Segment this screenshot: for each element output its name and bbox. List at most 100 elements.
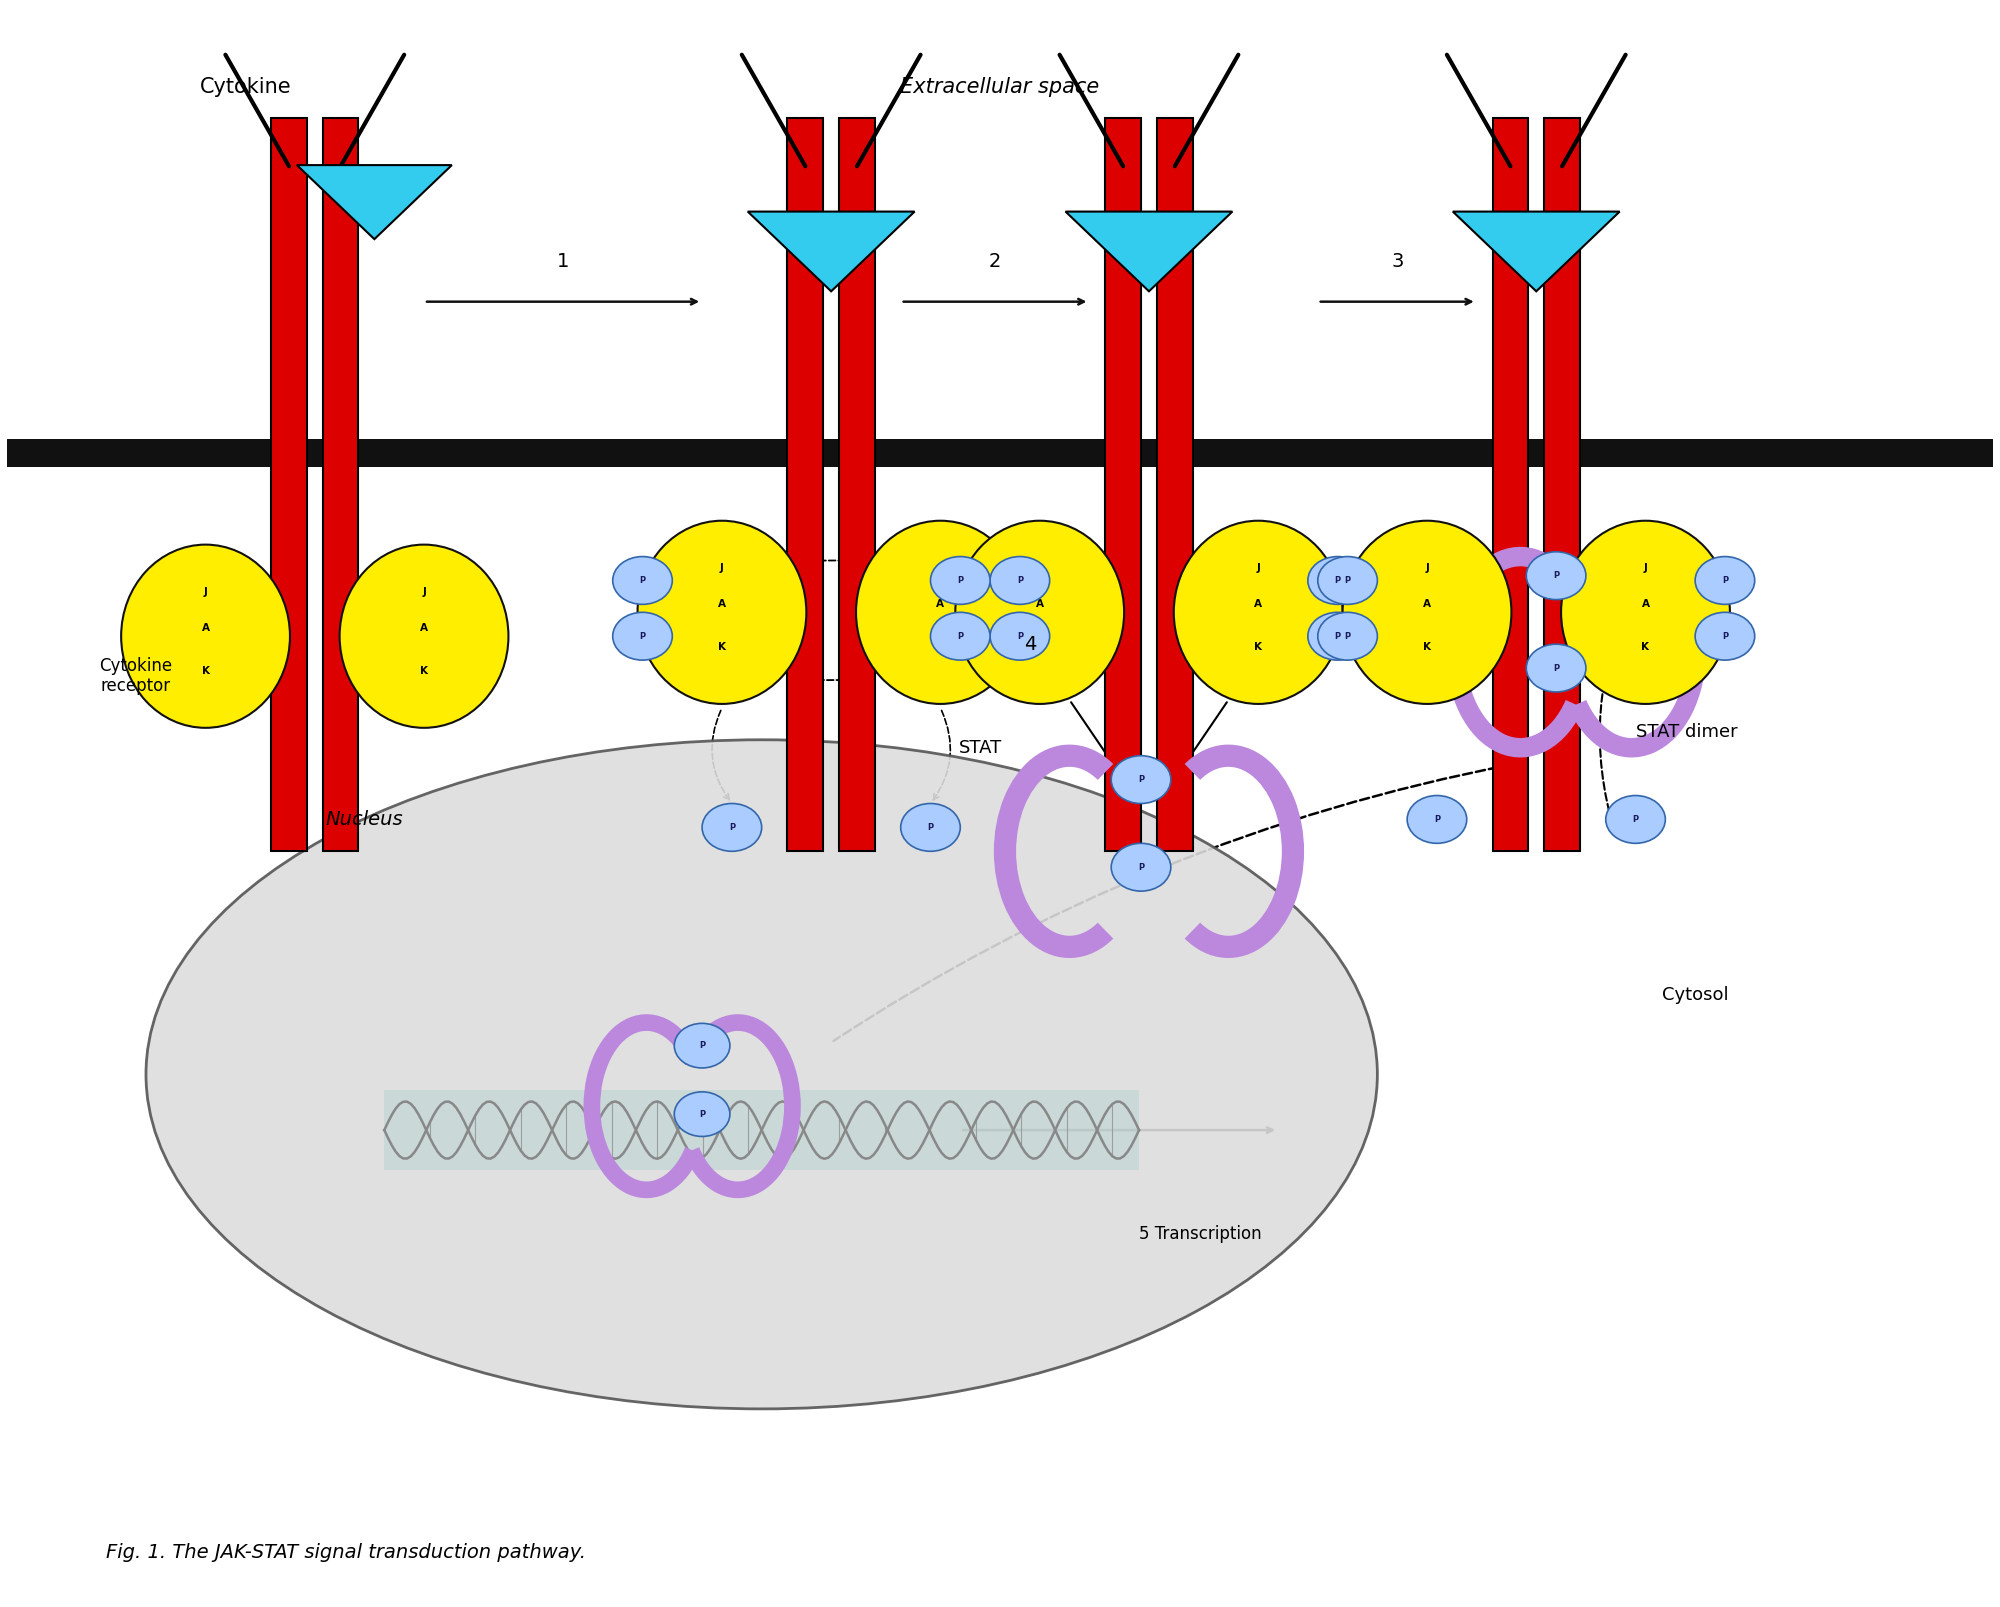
Text: P: P (1722, 575, 1728, 585)
Polygon shape (1066, 212, 1232, 291)
Text: J: J (720, 562, 724, 572)
Polygon shape (296, 166, 452, 239)
Text: P: P (1434, 815, 1440, 824)
Circle shape (612, 556, 672, 604)
Bar (840, 119, 874, 852)
Text: J: J (938, 562, 942, 572)
Text: A: A (420, 624, 428, 633)
Text: P: P (1138, 863, 1144, 871)
Text: Nucleus: Nucleus (326, 810, 404, 829)
Text: A: A (1036, 599, 1044, 609)
Text: P: P (1632, 815, 1638, 824)
Text: 2: 2 (988, 252, 1002, 272)
Text: J: J (1426, 562, 1428, 572)
Text: Cytokine
receptor: Cytokine receptor (100, 657, 172, 696)
Text: A: A (1254, 599, 1262, 609)
Text: A: A (202, 624, 210, 633)
Circle shape (1308, 612, 1368, 660)
Text: J: J (204, 587, 208, 596)
Polygon shape (748, 212, 914, 291)
Circle shape (1606, 795, 1666, 844)
Text: P: P (1554, 664, 1560, 673)
Text: K: K (1254, 643, 1262, 652)
Text: J: J (422, 587, 426, 596)
Text: J: J (1038, 562, 1042, 572)
Text: Extracellular space: Extracellular space (900, 77, 1100, 96)
Text: P: P (640, 575, 646, 585)
Text: P: P (1334, 632, 1340, 641)
Circle shape (900, 804, 960, 852)
Text: 3: 3 (1392, 252, 1404, 272)
Text: P: P (700, 1041, 706, 1049)
Ellipse shape (1174, 521, 1342, 704)
Text: P: P (958, 575, 964, 585)
Circle shape (1318, 556, 1378, 604)
Bar (1156, 119, 1192, 852)
Circle shape (990, 556, 1050, 604)
Text: P: P (958, 632, 964, 641)
Circle shape (990, 612, 1050, 660)
Text: Cytosol: Cytosol (1662, 985, 1728, 1004)
Text: Fig. 1. The JAK-STAT signal transduction pathway.: Fig. 1. The JAK-STAT signal transduction… (106, 1543, 586, 1562)
Bar (384, 1090, 1140, 1170)
Text: K: K (202, 667, 210, 677)
Text: J: J (1644, 562, 1648, 572)
Text: P: P (728, 823, 734, 832)
Bar (322, 119, 358, 852)
Ellipse shape (122, 545, 290, 728)
Text: P: P (700, 1110, 706, 1118)
Circle shape (674, 1024, 730, 1069)
Ellipse shape (340, 545, 508, 728)
Circle shape (1526, 644, 1586, 693)
Text: K: K (1036, 643, 1044, 652)
Text: K: K (420, 667, 428, 677)
Text: K: K (936, 643, 944, 652)
Circle shape (1318, 612, 1378, 660)
Text: 1: 1 (556, 252, 570, 272)
Text: P: P (1334, 575, 1340, 585)
Circle shape (1696, 556, 1754, 604)
Text: P: P (1344, 632, 1350, 641)
Text: A: A (936, 599, 944, 609)
Bar (272, 119, 306, 852)
Bar (788, 119, 824, 852)
Text: STAT dimer: STAT dimer (1636, 723, 1738, 741)
Text: P: P (928, 823, 934, 832)
Bar (1544, 119, 1580, 852)
Circle shape (1112, 755, 1170, 804)
Circle shape (930, 612, 990, 660)
Circle shape (1308, 556, 1368, 604)
Text: K: K (718, 643, 726, 652)
Bar (6, 439, 1994, 468)
Text: Cytokine: Cytokine (200, 77, 292, 96)
Polygon shape (1452, 212, 1620, 291)
Text: K: K (1642, 643, 1650, 652)
Text: P: P (1554, 570, 1560, 580)
Ellipse shape (1562, 521, 1730, 704)
Circle shape (930, 556, 990, 604)
Circle shape (1112, 844, 1170, 892)
Text: 4: 4 (1024, 635, 1036, 654)
Text: A: A (718, 599, 726, 609)
Circle shape (612, 612, 672, 660)
Circle shape (1526, 551, 1586, 599)
Ellipse shape (856, 521, 1024, 704)
Bar (1106, 119, 1142, 852)
Ellipse shape (1342, 521, 1512, 704)
Text: A: A (1424, 599, 1432, 609)
Text: P: P (1016, 575, 1022, 585)
Circle shape (674, 1091, 730, 1136)
Text: K: K (1424, 643, 1432, 652)
Text: P: P (1138, 775, 1144, 784)
Text: STAT: STAT (958, 739, 1002, 757)
Text: J: J (1256, 562, 1260, 572)
Text: P: P (1016, 632, 1022, 641)
Ellipse shape (956, 521, 1124, 704)
Text: 5 Transcription: 5 Transcription (1140, 1225, 1262, 1242)
Bar (1492, 119, 1528, 852)
Text: P: P (1722, 632, 1728, 641)
Ellipse shape (146, 739, 1378, 1409)
Circle shape (702, 804, 762, 852)
Circle shape (1408, 795, 1466, 844)
Text: P: P (1344, 575, 1350, 585)
